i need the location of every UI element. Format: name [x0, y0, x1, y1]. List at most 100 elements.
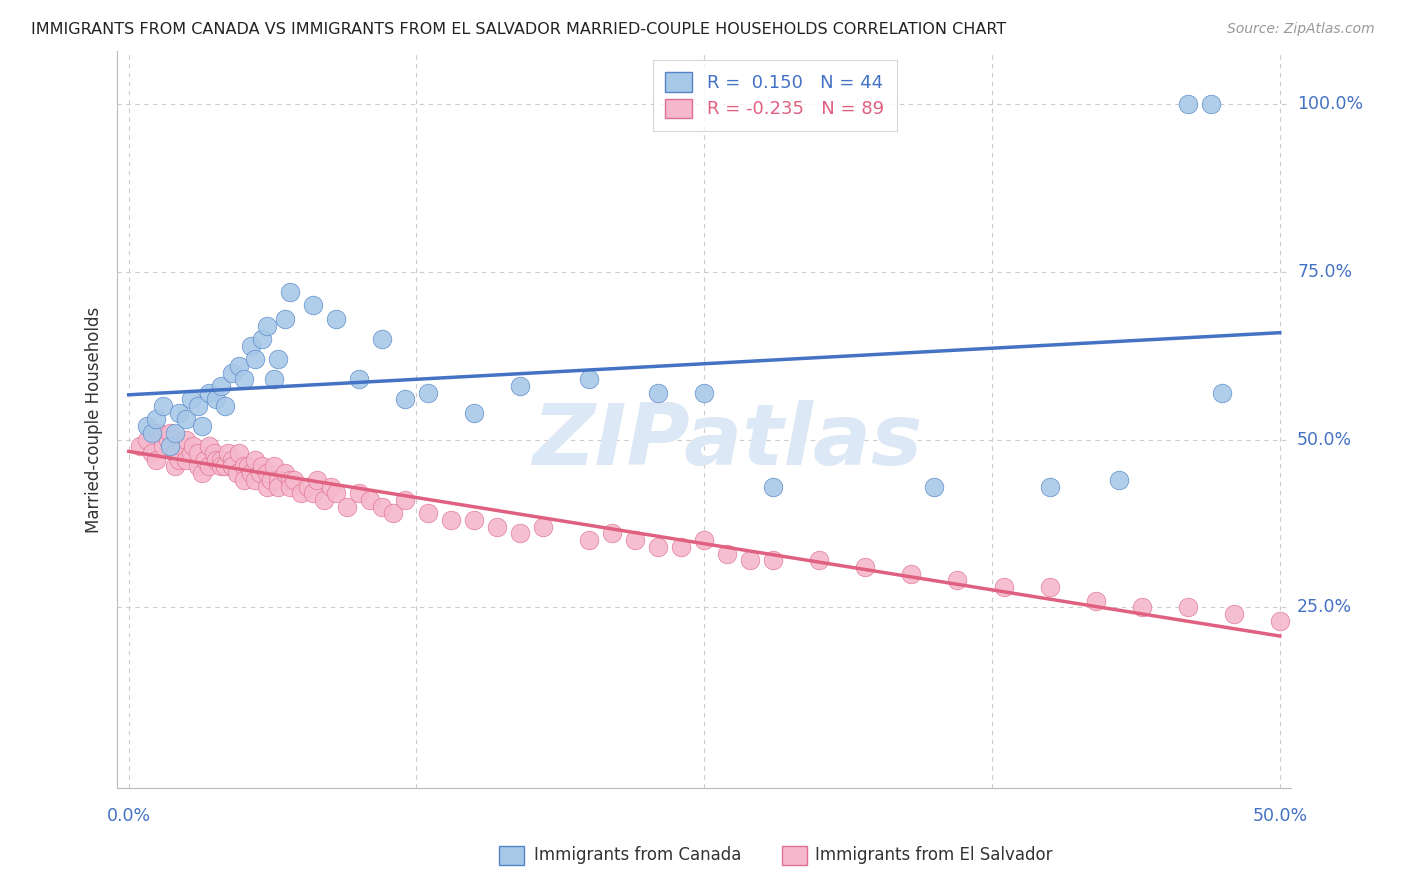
Point	[245, 452, 267, 467]
Point	[394, 492, 416, 507]
Point	[1108, 473, 1130, 487]
Point	[993, 580, 1015, 594]
Point	[191, 419, 214, 434]
Point	[169, 406, 191, 420]
Point	[600, 526, 623, 541]
Text: Immigrants from El Salvador: Immigrants from El Salvador	[815, 846, 1053, 863]
Point	[297, 479, 319, 493]
Point	[307, 473, 329, 487]
Point	[693, 385, 716, 400]
Point	[624, 533, 647, 548]
Point	[924, 479, 946, 493]
Point	[946, 574, 969, 588]
Point	[302, 486, 325, 500]
Point	[1177, 600, 1199, 615]
Point	[463, 406, 485, 420]
Point	[217, 446, 239, 460]
Point	[256, 466, 278, 480]
Point	[245, 473, 267, 487]
Point	[232, 459, 254, 474]
Point	[647, 385, 669, 400]
Point	[371, 500, 394, 514]
Point	[245, 352, 267, 367]
Point	[181, 439, 204, 453]
Point	[302, 298, 325, 312]
Point	[509, 379, 531, 393]
Point	[1211, 385, 1233, 400]
Point	[228, 446, 250, 460]
Point	[321, 479, 343, 493]
Point	[647, 540, 669, 554]
Point	[169, 452, 191, 467]
Point	[174, 452, 197, 467]
Point	[198, 459, 221, 474]
Point	[205, 392, 228, 407]
Point	[693, 533, 716, 548]
Point	[359, 492, 381, 507]
Point	[463, 513, 485, 527]
Point	[145, 452, 167, 467]
Point	[252, 332, 274, 346]
Text: ZIPatlas: ZIPatlas	[533, 401, 922, 483]
Point	[239, 339, 262, 353]
Point	[578, 533, 600, 548]
Point	[256, 479, 278, 493]
Point	[214, 399, 236, 413]
Point	[205, 452, 228, 467]
Point	[283, 473, 305, 487]
Point	[267, 352, 290, 367]
Point	[163, 459, 186, 474]
Point	[274, 312, 297, 326]
Text: IMMIGRANTS FROM CANADA VS IMMIGRANTS FROM EL SALVADOR MARRIED-COUPLE HOUSEHOLDS : IMMIGRANTS FROM CANADA VS IMMIGRANTS FRO…	[31, 22, 1007, 37]
Point	[267, 479, 290, 493]
Point	[263, 459, 285, 474]
Point	[263, 372, 285, 386]
Point	[232, 372, 254, 386]
Point	[209, 452, 232, 467]
Point	[239, 466, 262, 480]
Point	[145, 412, 167, 426]
Point	[174, 412, 197, 426]
Point	[202, 446, 225, 460]
Point	[371, 332, 394, 346]
Point	[198, 439, 221, 453]
Point	[486, 520, 509, 534]
Point	[716, 547, 738, 561]
Point	[152, 399, 174, 413]
Point	[290, 486, 312, 500]
Point	[671, 540, 693, 554]
Point	[187, 446, 209, 460]
Point	[347, 486, 370, 500]
Point	[170, 439, 193, 453]
Point	[1268, 614, 1291, 628]
Point	[1177, 97, 1199, 112]
Point	[187, 459, 209, 474]
Point	[278, 479, 301, 493]
Point	[900, 566, 922, 581]
Text: 50.0%: 50.0%	[1298, 431, 1353, 449]
Point	[578, 372, 600, 386]
Point	[148, 425, 170, 440]
Point	[336, 500, 359, 514]
Point	[347, 372, 370, 386]
Point	[278, 473, 301, 487]
Point	[740, 553, 762, 567]
Text: 0.0%: 0.0%	[107, 806, 150, 825]
Point	[238, 459, 260, 474]
Point	[314, 492, 336, 507]
Point	[191, 466, 214, 480]
Point	[260, 473, 283, 487]
Point	[232, 473, 254, 487]
Point	[163, 446, 186, 460]
Point	[214, 459, 236, 474]
Point	[325, 312, 347, 326]
Point	[209, 379, 232, 393]
Text: 75.0%: 75.0%	[1298, 263, 1353, 281]
Text: Source: ZipAtlas.com: Source: ZipAtlas.com	[1227, 22, 1375, 37]
Point	[394, 392, 416, 407]
Point	[416, 385, 439, 400]
Text: 100.0%: 100.0%	[1298, 95, 1364, 113]
Point	[141, 446, 163, 460]
Point	[762, 553, 785, 567]
Point	[1130, 600, 1153, 615]
